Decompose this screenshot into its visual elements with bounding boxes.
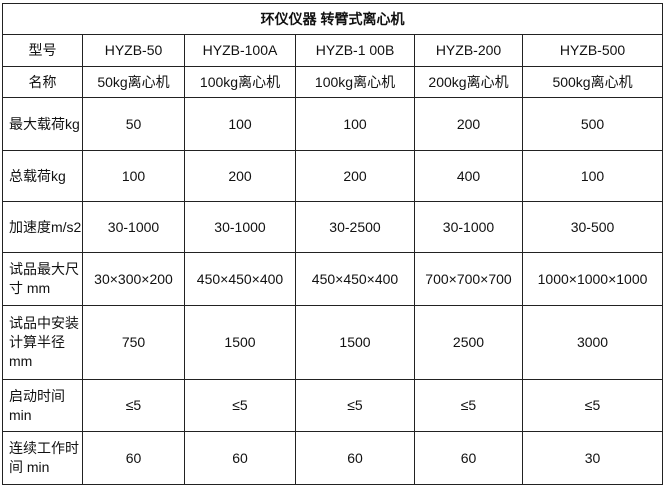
table-cell: 30-1000 <box>82 201 185 253</box>
table-cell: 750 <box>82 305 185 380</box>
table-cell: 30 <box>521 431 664 485</box>
table-cell: 700×700×700 <box>414 252 523 306</box>
table-cell: 30-500 <box>521 201 664 253</box>
row-label: 试品中安装计算半径 mm <box>2 305 83 380</box>
table-cell: 100 <box>521 150 664 202</box>
table-cell: 450×450×400 <box>184 252 296 306</box>
table-cell: 30-1000 <box>184 201 296 253</box>
table-cell: 30×300×200 <box>82 252 185 306</box>
row-label: 名称 <box>2 66 83 98</box>
table-cell: 100kg离心机 <box>295 66 415 98</box>
table-row: 最大载荷kg 50 100 100 200 500 <box>2 97 664 151</box>
table-cell: 30-2500 <box>295 201 415 253</box>
table-cell: 60 <box>184 431 296 485</box>
row-label: 启动时间min <box>2 379 83 432</box>
table-cell: HYZB-500 <box>521 34 664 67</box>
table-cell: ≤5 <box>184 379 296 432</box>
table-cell: 1000×1000×1000 <box>521 252 664 306</box>
table-row: 名称 50kg离心机 100kg离心机 100kg离心机 200kg离心机 500kg离心… <box>2 66 664 98</box>
table-row: 型号 HYZB-50 HYZB-100A HYZB-1 00B HYZB-200 HYZB… <box>2 34 664 67</box>
table-cell: 30-1000 <box>414 201 523 253</box>
table-row: 试品最大尺寸 mm 30×300×200 450×450×400 450×450×40… <box>2 252 664 306</box>
table-cell: ≤5 <box>521 379 664 432</box>
table-cell: 60 <box>414 431 523 485</box>
table-cell: 3000 <box>521 305 664 380</box>
table-cell: 100 <box>184 97 296 151</box>
table-cell: 100kg离心机 <box>184 66 296 98</box>
table-cell: 200 <box>295 150 415 202</box>
table-cell: 1500 <box>184 305 296 380</box>
table-row: 试品中安装计算半径 mm 750 1500 1500 2500 3000 <box>2 305 664 380</box>
table-cell: ≤5 <box>295 379 415 432</box>
row-label: 最大载荷kg <box>2 97 83 151</box>
table-cell: 60 <box>82 431 185 485</box>
table-cell: 2500 <box>414 305 523 380</box>
table-cell: 200 <box>184 150 296 202</box>
table-cell: HYZB-1 00B <box>295 34 415 67</box>
table-cell: ≤5 <box>414 379 523 432</box>
table-cell: 50 <box>82 97 185 151</box>
table-row: 加速度m/s2 30-1000 30-1000 30-2500 30-1000 30-50… <box>2 201 664 253</box>
table-cell: 100 <box>295 97 415 151</box>
table-cell: 500kg离心机 <box>521 66 664 98</box>
table-cell: 500 <box>521 97 664 151</box>
table-cell: 450×450×400 <box>295 252 415 306</box>
spec-table: 环仪仪器 转臂式离心机 型号 HYZB-50 HYZB-100A HYZB-1 00B… <box>1 3 664 485</box>
table-title: 环仪仪器 转臂式离心机 <box>1 3 664 35</box>
table-cell: 200 <box>414 97 523 151</box>
title-row: 环仪仪器 转臂式离心机 <box>1 3 664 35</box>
table-cell: 60 <box>295 431 415 485</box>
row-label: 加速度m/s2 <box>2 201 83 253</box>
row-label: 试品最大尺寸 mm <box>2 252 83 306</box>
table-row: 连续工作时间 min 60 60 60 60 30 <box>2 431 664 485</box>
table-cell: 400 <box>414 150 523 202</box>
table-cell: 1500 <box>295 305 415 380</box>
table-cell: HYZB-50 <box>82 34 185 67</box>
table-cell: HYZB-100A <box>184 34 296 67</box>
table-cell: 200kg离心机 <box>414 66 523 98</box>
row-label: 总载荷kg <box>2 150 83 202</box>
row-label: 型号 <box>2 34 83 67</box>
table-cell: ≤5 <box>82 379 185 432</box>
table-cell: HYZB-200 <box>414 34 523 67</box>
table-row: 总载荷kg 100 200 200 400 100 <box>2 150 664 202</box>
row-label: 连续工作时间 min <box>2 431 83 485</box>
table-row: 启动时间min ≤5 ≤5 ≤5 ≤5 ≤5 <box>2 379 664 432</box>
table-cell: 50kg离心机 <box>82 66 185 98</box>
table-cell: 100 <box>82 150 185 202</box>
